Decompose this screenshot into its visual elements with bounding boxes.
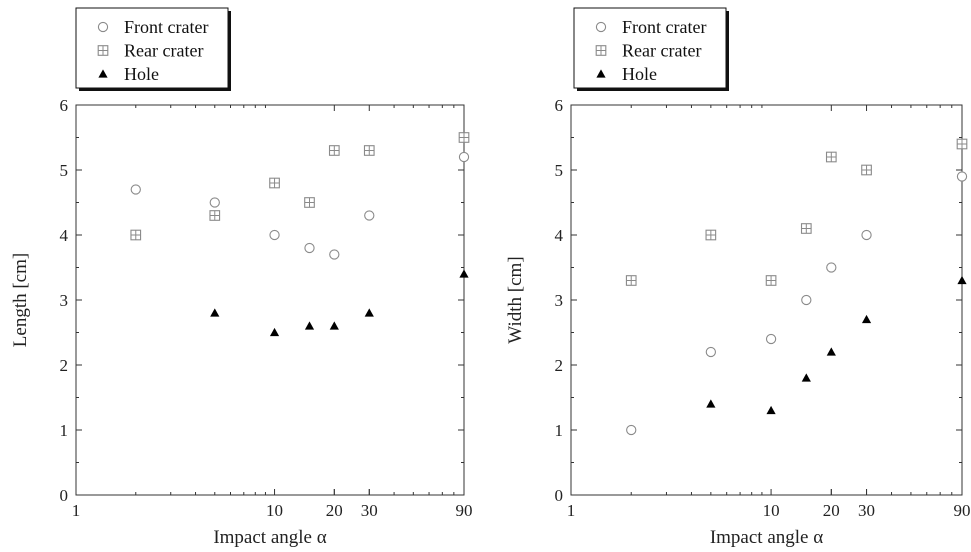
data-point bbox=[329, 249, 340, 260]
plot-frame bbox=[570, 104, 963, 496]
data-point bbox=[765, 275, 777, 286]
data-point bbox=[861, 314, 872, 324]
y-tick-label: 5 bbox=[60, 161, 69, 180]
y-axis-title: Width [cm] bbox=[505, 256, 526, 343]
series-front-crater bbox=[130, 151, 470, 260]
legend-label: Hole bbox=[622, 64, 657, 84]
y-tick-label: 4 bbox=[555, 226, 564, 245]
y-tick-label: 2 bbox=[555, 356, 564, 375]
legend: Front crater Rear crater Hole bbox=[573, 7, 729, 91]
legend-label: Front crater bbox=[622, 17, 706, 37]
data-point bbox=[826, 347, 836, 356]
series-hole bbox=[210, 269, 469, 337]
y-tick-label: 5 bbox=[555, 161, 564, 180]
legend-marker bbox=[595, 21, 607, 33]
x-tick-label: 10 bbox=[763, 501, 780, 520]
legend-label: Rear crater bbox=[622, 41, 701, 61]
y-tick-label: 0 bbox=[60, 486, 69, 505]
data-point bbox=[269, 177, 280, 189]
legend: Front crater Rear crater Hole bbox=[75, 7, 231, 91]
data-point bbox=[801, 294, 812, 306]
x-tick-label: 90 bbox=[954, 501, 971, 520]
data-point bbox=[459, 269, 469, 278]
data-point bbox=[826, 262, 837, 273]
data-point bbox=[130, 229, 142, 241]
legend-marker bbox=[98, 69, 108, 78]
legend-marker bbox=[97, 21, 109, 33]
x-tick-label: 10 bbox=[266, 501, 283, 520]
data-point bbox=[825, 151, 837, 163]
legend-label: Front crater bbox=[124, 17, 208, 37]
y-tick-label: 3 bbox=[555, 291, 564, 310]
data-point bbox=[706, 399, 716, 408]
data-point bbox=[304, 321, 315, 330]
x-axis-title: Impact angle α bbox=[213, 527, 326, 548]
y-tick-label: 6 bbox=[555, 96, 564, 115]
data-point bbox=[956, 171, 968, 182]
data-point bbox=[458, 151, 470, 163]
legend-label: Rear crater bbox=[124, 41, 203, 61]
data-point bbox=[329, 321, 339, 330]
legend-marker bbox=[596, 69, 606, 78]
data-point bbox=[209, 197, 220, 208]
data-point bbox=[328, 145, 340, 156]
legend-marker bbox=[595, 45, 607, 56]
data-point bbox=[269, 327, 280, 337]
data-point bbox=[364, 308, 374, 317]
x-tick-label: 90 bbox=[456, 501, 473, 520]
x-tick-label: 1 bbox=[567, 501, 576, 520]
x-axis-title: Impact angle α bbox=[710, 527, 823, 548]
data-point bbox=[210, 308, 220, 317]
x-tick-label: 20 bbox=[326, 501, 343, 520]
series-rear-crater bbox=[625, 138, 968, 286]
data-point bbox=[800, 223, 812, 234]
data-point bbox=[705, 229, 717, 241]
x-tick-label: 1 bbox=[72, 501, 81, 520]
data-point bbox=[626, 424, 637, 436]
data-point bbox=[957, 275, 967, 285]
y-tick-label: 0 bbox=[555, 486, 564, 505]
y-tick-label: 1 bbox=[555, 421, 564, 440]
data-point bbox=[304, 197, 315, 208]
x-tick-label: 30 bbox=[858, 501, 875, 520]
data-point bbox=[458, 132, 470, 143]
y-tick-label: 1 bbox=[60, 421, 69, 440]
data-point bbox=[364, 210, 375, 221]
legend-marker bbox=[97, 45, 109, 56]
data-point bbox=[861, 164, 872, 176]
data-point bbox=[625, 275, 637, 286]
y-tick-label: 3 bbox=[60, 291, 69, 310]
data-point bbox=[130, 184, 141, 195]
plot-frame bbox=[75, 104, 465, 496]
data-point bbox=[269, 229, 280, 241]
series-hole bbox=[706, 275, 967, 415]
data-point bbox=[861, 229, 872, 241]
y-tick-label: 2 bbox=[60, 356, 69, 375]
data-point bbox=[209, 210, 221, 221]
series-rear-crater bbox=[130, 132, 470, 241]
x-tick-label: 30 bbox=[361, 501, 378, 520]
data-point bbox=[801, 373, 811, 382]
data-point bbox=[304, 242, 315, 254]
x-tick-label: 20 bbox=[823, 501, 840, 520]
series-front-crater bbox=[626, 171, 968, 436]
data-point bbox=[766, 405, 776, 415]
legend-label: Hole bbox=[124, 64, 159, 84]
data-point bbox=[705, 346, 716, 358]
y-tick-label: 6 bbox=[60, 96, 69, 115]
data-point bbox=[363, 145, 375, 156]
data-point bbox=[765, 333, 777, 345]
data-point bbox=[956, 138, 968, 150]
y-axis-title: Length [cm] bbox=[10, 253, 31, 347]
y-tick-label: 4 bbox=[60, 226, 69, 245]
